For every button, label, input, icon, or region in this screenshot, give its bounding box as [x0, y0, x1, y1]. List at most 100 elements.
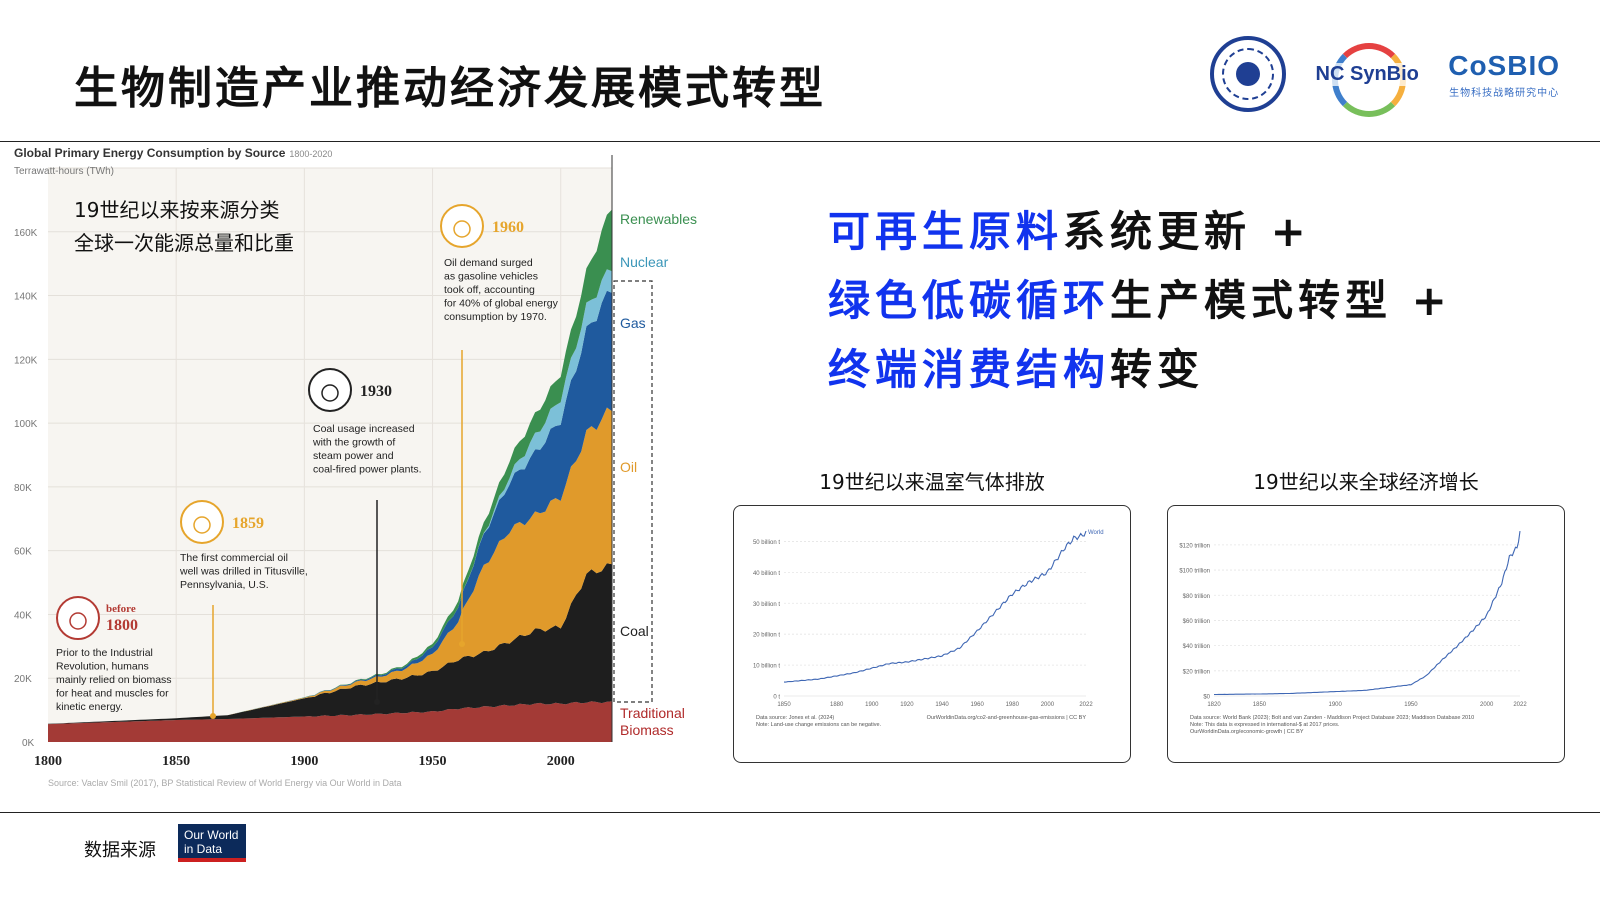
x-tick-label: 2000: [547, 754, 575, 769]
y-tick-label: 0 t: [773, 695, 780, 701]
x-tick-label: 1900: [290, 754, 318, 769]
y-tick-label: 120K: [14, 355, 38, 366]
area-oil: [48, 407, 612, 724]
y-tick-label: 20 billion t: [753, 633, 780, 639]
y-tick-label: 40K: [14, 610, 32, 621]
oil-derrick-icon: [180, 500, 224, 544]
x-tick-label: 1800: [34, 754, 62, 769]
x-tick-label: 1820: [1207, 702, 1221, 708]
cosbio-logo-text: CoSBIO: [1448, 49, 1560, 81]
x-tick-label: 1940: [935, 702, 949, 708]
y-tick-label: 20K: [14, 674, 32, 685]
x-tick-label: 1960: [970, 702, 984, 708]
y-tick-label: 160K: [14, 228, 38, 239]
campfire-icon-glyph: [69, 612, 87, 630]
source-line: Data source: World Bank (2023); Bolt and…: [1190, 715, 1474, 721]
energy-chinese-note: 19世纪以来按来源分类 全球一次能源总量和比重: [74, 194, 294, 260]
energy-chart-years: 1800-2020: [289, 149, 333, 159]
series-label-oil: Oil: [620, 459, 637, 475]
ncsynbio-logo-text: NC SynBio: [1308, 63, 1427, 86]
series-label-line: Traditional: [620, 705, 685, 721]
annotation-text-line: steam power and: [313, 450, 394, 462]
y-tick-label: $80 trillion: [1183, 594, 1210, 600]
y-tick-label: 80K: [14, 483, 32, 494]
y-tick-label: $60 trillion: [1183, 619, 1210, 625]
y-tick-label: 40 billion t: [753, 571, 780, 577]
tagline-line-3: 终端消费结构转变: [828, 344, 1204, 396]
tagline-2-rest: 生产模式转型 +: [1110, 276, 1452, 325]
y-tick-label: 100K: [14, 419, 38, 430]
source-line: Note: Land-use change emissions can be n…: [756, 722, 882, 728]
y-tick-label: 50 billion t: [753, 540, 780, 546]
series-label-nuclear: Nuclear: [620, 254, 669, 270]
series-label-traditional-biomass: Traditional Biomass: [620, 705, 685, 738]
y-tick-label: $120 trillion: [1179, 543, 1210, 549]
y-tick-label: $100 trillion: [1179, 569, 1210, 575]
factory-icon: [308, 368, 352, 412]
annotation-text-line: kinetic energy.: [56, 701, 123, 713]
annotation-year: 1960: [492, 219, 524, 236]
y-tick-label: $40 trillion: [1183, 644, 1210, 650]
x-tick-label: 1980: [1006, 702, 1020, 708]
x-tick-label: 1850: [1253, 702, 1267, 708]
series-line-world: [1214, 531, 1521, 696]
x-tick-label: 2000: [1041, 702, 1055, 708]
energy-note-line-1: 19世纪以来按来源分类: [74, 198, 280, 222]
x-tick-label: 2000: [1480, 702, 1494, 708]
annotation-text-line: Revolution, humans: [56, 661, 149, 673]
area-gas: [48, 290, 612, 724]
source-line: Note: This data is expressed in internat…: [1190, 722, 1340, 728]
annotation-text-line: as gasoline vehicles: [444, 271, 538, 283]
slide-title: 生物制造产业推动经济发展模式转型: [74, 63, 826, 114]
data-source-label: 数据来源: [84, 840, 156, 861]
tagline-line-2: 绿色低碳循环生产模式转型 +: [828, 275, 1452, 327]
annotation-text-line: The first commercial oil: [180, 552, 288, 564]
area-coal: [48, 563, 612, 725]
annotation-pointer-dot: [459, 641, 465, 647]
x-tick-label: 1850: [162, 754, 190, 769]
x-tick-label: 2022: [1079, 702, 1093, 708]
ncsynbio-logo: NC SynBio: [1308, 39, 1427, 117]
cosbio-subtitle: 生物科技战略研究中心: [1449, 87, 1560, 99]
cosbio-logo: CoSBIO 生物科技战略研究中心: [1448, 50, 1560, 99]
annotation-year: 1859: [232, 515, 264, 532]
y-tick-label: $0: [1203, 695, 1210, 701]
annotation-text-line: coal-fired power plants.: [313, 464, 422, 476]
source-line: OurWorldinData.org/economic-growth | CC …: [1190, 729, 1304, 735]
ghg-panel-title: 19世纪以来温室气体排放: [819, 470, 1045, 494]
series-label-gas: Gas: [620, 315, 646, 331]
tagline-3-highlight: 终端消费结构: [828, 345, 1111, 394]
annotation-text-line: took off, accounting: [444, 284, 535, 296]
energy-chart-title: Global Primary Energy Consumption by Sou…: [14, 146, 332, 160]
energy-chart-title-text: Global Primary Energy Consumption by Sou…: [14, 146, 286, 160]
annotation-year-prefix: before: [106, 603, 136, 615]
x-tick-label: 1950: [1404, 702, 1418, 708]
factory-icon-glyph: [321, 384, 339, 402]
area-nuclear: [48, 269, 612, 724]
annotation-text-line: Oil demand surged: [444, 257, 533, 269]
x-tick-label: 2022: [1513, 702, 1527, 708]
annotation-pointer-dot: [374, 699, 380, 705]
car-icon: [440, 204, 484, 248]
annotation-text-line: well was drilled in Titusville,: [179, 566, 308, 578]
series-label-renewables: Renewables: [620, 211, 697, 227]
owid-logo: Our World in Data: [178, 824, 246, 862]
area-traditional-biomass: [48, 701, 612, 742]
y-tick-label: 0K: [22, 738, 35, 749]
y-tick-label: 60K: [14, 547, 32, 558]
series-line-world: [784, 530, 1087, 683]
logo-group: NC SynBio CoSBIO 生物科技战略研究中心: [1210, 34, 1560, 117]
energy-chart-unit: Terrawatt-hours (TWh): [14, 166, 115, 177]
y-tick-label: 140K: [14, 292, 38, 303]
owid-logo-line-1: Our World: [184, 828, 239, 842]
tagline-line-1: 可再生原料系统更新 +: [828, 206, 1311, 258]
annotation-pointer-dot: [210, 713, 216, 719]
x-tick-label: 1900: [1329, 702, 1343, 708]
series-label-coal: Coal: [620, 623, 649, 639]
x-tick-label: 1900: [865, 702, 879, 708]
annotation-text-line: for heat and muscles for: [56, 688, 169, 700]
tagline-3-rest: 转变: [1110, 345, 1205, 394]
gdp-panel-title: 19世纪以来全球经济增长: [1253, 470, 1479, 494]
annotation-text-line: mainly relied on biomass: [56, 674, 172, 686]
annotation-text-line: consumption by 1970.: [444, 311, 547, 323]
